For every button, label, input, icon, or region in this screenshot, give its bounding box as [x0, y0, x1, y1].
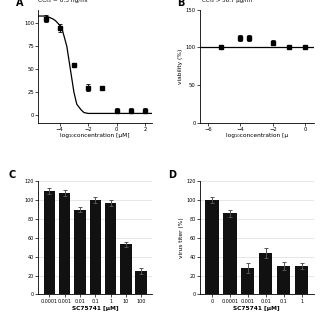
Bar	[205, 200, 219, 294]
Bar	[120, 244, 132, 294]
X-axis label: log₁₀concentration [μM]: log₁₀concentration [μM]	[60, 133, 130, 138]
X-axis label: SC75741 [μM]: SC75741 [μM]	[233, 306, 280, 311]
Text: C: C	[9, 170, 16, 180]
Bar	[90, 200, 101, 294]
Bar	[259, 253, 272, 294]
X-axis label: SC75741 [μM]: SC75741 [μM]	[72, 306, 119, 311]
Bar	[135, 271, 147, 294]
Text: A: A	[16, 0, 23, 8]
Text: D: D	[168, 170, 176, 180]
Bar	[105, 203, 116, 294]
Bar	[44, 191, 55, 294]
Text: CC₅₀ > 56.7 μg/ml: CC₅₀ > 56.7 μg/ml	[202, 0, 252, 3]
Y-axis label: virus titer (%): virus titer (%)	[179, 218, 184, 258]
X-axis label: log₁₀concentration [μ: log₁₀concentration [μ	[226, 133, 288, 138]
Bar	[59, 193, 70, 294]
Bar	[223, 213, 236, 294]
Bar	[277, 266, 291, 294]
Text: B: B	[177, 0, 185, 8]
Bar	[74, 210, 86, 294]
Bar	[241, 268, 254, 294]
Y-axis label: viability (%): viability (%)	[178, 48, 183, 84]
Text: CC₅₀ = 0.3 ng/ml: CC₅₀ = 0.3 ng/ml	[38, 0, 88, 3]
Bar	[295, 266, 308, 294]
